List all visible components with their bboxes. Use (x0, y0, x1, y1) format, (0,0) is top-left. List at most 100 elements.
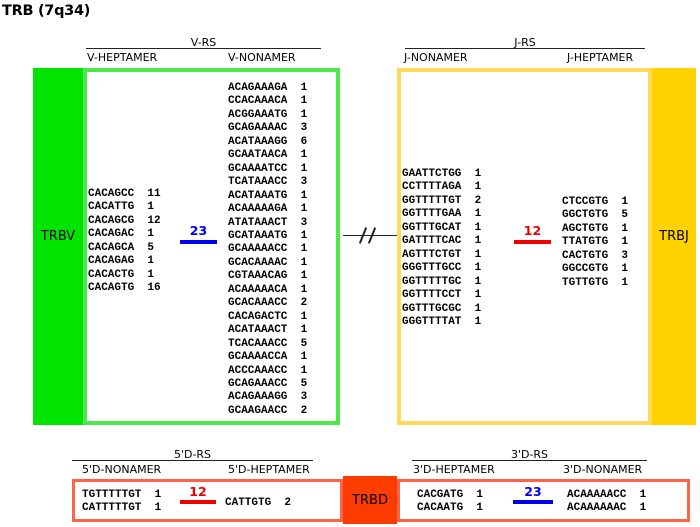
sequence-row: GGTTTGCGC 1 (402, 302, 482, 315)
d3-nonamer-column-label: 3'D-NONAMER (563, 463, 643, 476)
d5-rs-underline (72, 460, 313, 461)
v-rs-group-label: V-RS (190, 36, 217, 49)
sequence-row: CACAGAC 1 (88, 228, 155, 241)
trbd-gene-box: TRBD (343, 476, 397, 524)
sequence-row: AGTTTCTGT 1 (402, 248, 482, 261)
sequence-row: ATATAAACT 3 (228, 216, 308, 229)
page-title: TRB (7q34) (2, 3, 91, 19)
sequence-row: GCAAAATCC 1 (228, 162, 308, 175)
v-heptamer-list: CACAGCC 11 CACATTG 1 CACAGCG 12 CACAGAC 1 CA… (88, 188, 161, 296)
sequence-row: CACAGCC 11 (88, 188, 161, 200)
sequence-row: ACGGAAATG 1 (228, 108, 308, 121)
d3-nonamer-list: ACAAAAACC 1 ACAAAAAAC 1 (567, 489, 646, 516)
j-spacer-12-line (514, 240, 551, 244)
sequence-row: ACAAAAAAC 1 (567, 502, 647, 515)
sequence-row: GAATTCTGG 1 (402, 168, 482, 180)
sequence-row: GCAAAACCA 1 (228, 351, 308, 364)
sequence-row: CACACTG 1 (88, 268, 155, 281)
sequence-row: GCAAAAACC 1 (228, 243, 308, 256)
sequence-row: ACCCAAACC 1 (228, 364, 308, 377)
sequence-row: TCACAAACC 5 (228, 337, 308, 350)
sequence-row: ACAAAAACC 1 (567, 489, 647, 501)
v-heptamer-column-label: V-HEPTAMER (87, 51, 158, 64)
d3-heptamer-column-label: 3'D-HEPTAMER (413, 463, 495, 476)
sequence-row: GGGTTTTAT 1 (402, 315, 482, 328)
sequence-row: ACATAAAGG 6 (228, 135, 308, 148)
v-nonamer-list: ACAGAAAGA 1 CCACAAACA 1 ACGGAAATG 1 GCAGAAA… (228, 82, 307, 418)
d3-rs-underline (412, 460, 647, 461)
sequence-row: GGTTTTCCT 1 (402, 289, 482, 302)
sequence-row: CACTGTG 3 (562, 249, 629, 262)
sequence-row: GCACAAACC 2 (228, 297, 308, 310)
sequence-row: GGCCGTG 1 (562, 263, 629, 276)
sequence-row: CACAGAG 1 (88, 255, 155, 268)
d5-heptamer-list: CATTGTG 2 (225, 497, 291, 510)
sequence-row: CCTTTTAGA 1 (402, 181, 482, 194)
sequence-row: CACGATG 1 (417, 489, 484, 501)
sequence-row: CGTAAACAG 1 (228, 270, 308, 283)
j-rs-box (397, 68, 652, 425)
sequence-row: GCATAAATG 1 (228, 229, 308, 242)
sequence-row: GCACAAAAC 1 (228, 256, 308, 269)
sequence-row: CATTTTTGT 1 (82, 502, 162, 515)
sequence-row: ACATAAACT 1 (228, 324, 308, 337)
j-heptamer-column-label: J-HEPTAMER (567, 51, 634, 64)
d5-nonamer-list: TGTTTTTGT 1 CATTTTTGT 1 (82, 489, 161, 516)
sequence-row: AGCTGTG 1 (562, 222, 629, 235)
d3-rs-group-label: 3'D-RS (510, 448, 549, 461)
v-spacer-23: 23 (189, 223, 208, 238)
sequence-row: CACAGTG 16 (88, 282, 161, 295)
sequence-row: ACAGAAAGG 3 (228, 391, 308, 404)
v-rs-underline (86, 48, 321, 49)
v-rs-box (83, 68, 340, 425)
d3-spacer-23: 23 (524, 484, 542, 499)
trbj-gene-label: TRBJ (659, 229, 689, 244)
trbd-gene-label: TRBD (352, 492, 388, 508)
sequence-row: GCAATAACA 1 (228, 149, 308, 162)
sequence-row: GGTTTTTGT 2 (402, 194, 482, 207)
d5-spacer-12: 12 (189, 484, 207, 499)
sequence-row: TGTTTTTGT 1 (82, 489, 162, 501)
sequence-row: CTCCGTG 1 (562, 196, 629, 208)
j-nonamer-column-label: J-NONAMER (404, 51, 468, 64)
j-rs-group-label: J-RS (514, 36, 536, 49)
sequence-row: GCAAGAACC 2 (228, 404, 308, 417)
v-nonamer-column-label: V-NONAMER (228, 51, 296, 64)
j-spacer-12: 12 (523, 223, 542, 238)
sequence-row: TCATAAACC 3 (228, 176, 308, 189)
sequence-row: GATTTTCAC 1 (402, 235, 482, 248)
d5-rs-group-label: 5'D-RS (173, 448, 212, 461)
sequence-row: CACAATG 1 (417, 502, 484, 515)
sequence-row: ACATAAATG 1 (228, 189, 308, 202)
locus-break-line (343, 235, 407, 236)
sequence-row: ACAGAAAGA 1 (228, 82, 308, 94)
d5-heptamer-column-label: 5'D-HEPTAMER (228, 463, 310, 476)
sequence-row: ACAAAAACA 1 (228, 283, 308, 296)
sequence-row: GGTTTGCAT 1 (402, 221, 482, 234)
sequence-row: GCAGAAAAC 3 (228, 122, 308, 135)
j-rs-underline (405, 48, 645, 49)
v-spacer-23-line (180, 240, 217, 244)
j-heptamer-list: CTCCGTG 1 GGCTGTG 5 AGCTGTG 1 TTATGTG 1 CACT… (562, 196, 628, 290)
sequence-row: GGCTGTG 5 (562, 209, 629, 222)
sequence-row: CACAGCA 5 (88, 241, 155, 254)
sequence-row: TTATGTG 1 (562, 236, 629, 249)
trbv-gene-label: TRBV (40, 229, 76, 244)
j-nonamer-list: GAATTCTGG 1 CCTTTTAGA 1 GGTTTTTGT 2 GGTTTTG… (402, 168, 481, 329)
sequence-row: GGTTTTTGC 1 (402, 275, 482, 288)
d3-heptamer-list: CACGATG 1 CACAATG 1 (417, 489, 483, 516)
sequence-row: GCAGAAACC 5 (228, 377, 308, 390)
trbj-gene-box (652, 68, 696, 425)
sequence-row: CACATTG 1 (88, 201, 155, 214)
d3-spacer-23-line (513, 500, 553, 504)
d5-nonamer-column-label: 5'D-NONAMER (82, 463, 162, 476)
d5-spacer-12-line (180, 500, 216, 504)
sequence-row: CATTGTG 2 (225, 497, 292, 509)
trbv-gene-box (33, 68, 83, 425)
sequence-row: ACAAAAAGA 1 (228, 203, 308, 216)
sequence-row: CCACAAACA 1 (228, 95, 308, 108)
sequence-row: TGTTGTG 1 (562, 276, 629, 289)
sequence-row: GGTTTTGAA 1 (402, 208, 482, 221)
sequence-row: CACAGCG 12 (88, 214, 161, 227)
